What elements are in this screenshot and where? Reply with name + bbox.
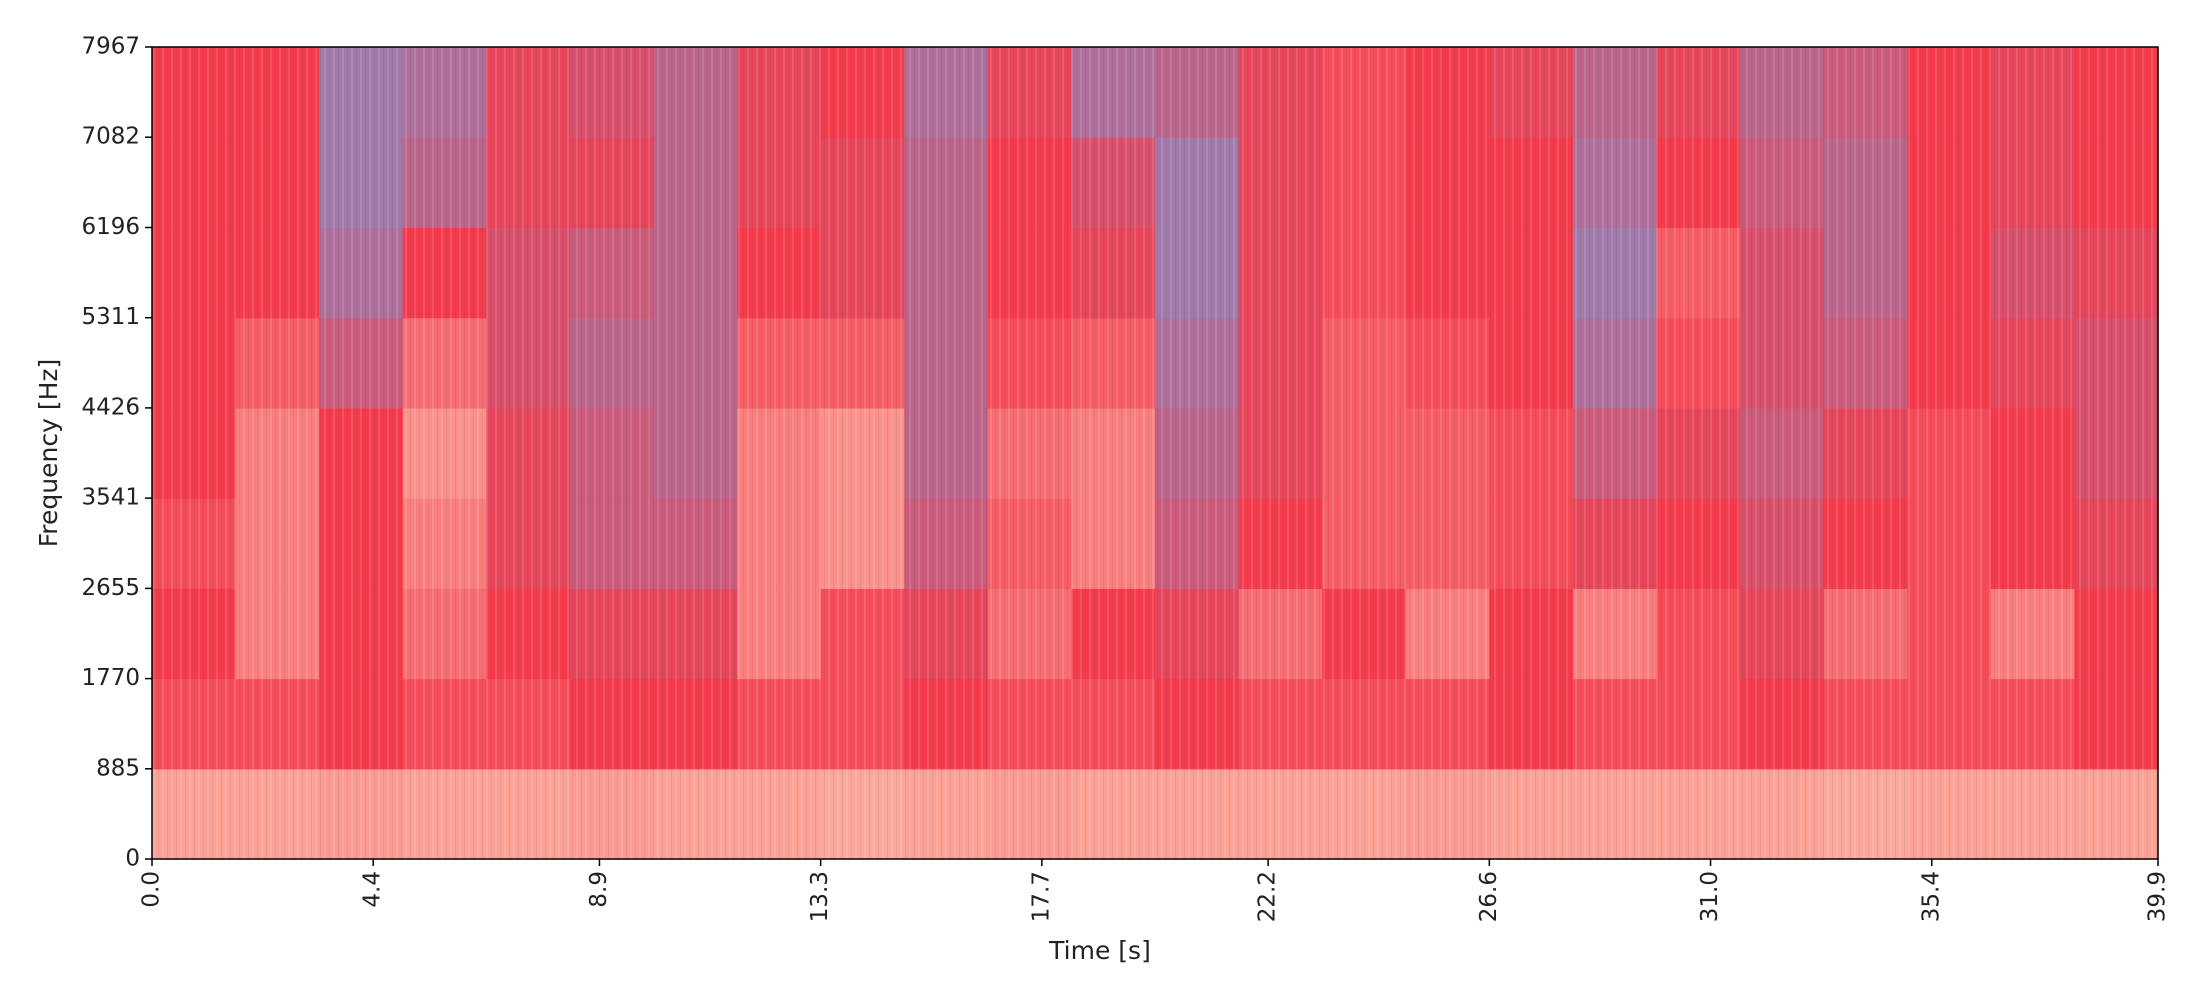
y-tick-label: 7082 xyxy=(81,124,140,150)
y-tick-label: 0 xyxy=(125,846,140,872)
x-tick-label: 8.9 xyxy=(586,871,612,908)
x-tick-label: 4.4 xyxy=(360,871,386,908)
y-tick-label: 5311 xyxy=(81,304,140,330)
y-axis-label: Frequency [Hz] xyxy=(34,359,63,548)
x-tick-label: 17.7 xyxy=(1028,871,1054,922)
x-tick-label: 26.6 xyxy=(1476,871,1502,922)
y-tick-label: 3541 xyxy=(81,485,140,511)
x-tick-label: 22.2 xyxy=(1255,871,1281,922)
x-tick-label: 39.9 xyxy=(2145,871,2171,922)
x-tick-label: 13.3 xyxy=(807,871,833,922)
y-tick-label: 7967 xyxy=(81,34,140,60)
y-tick-label: 885 xyxy=(96,755,140,781)
plot-frame xyxy=(151,46,2159,860)
texture xyxy=(152,47,2158,859)
x-tick-label: 35.4 xyxy=(1918,871,1944,922)
x-axis-label: Time [s] xyxy=(1048,936,1151,965)
y-tick-label: 1770 xyxy=(81,665,140,691)
x-tick-label: 0.0 xyxy=(139,871,165,908)
y-tick-label: 2655 xyxy=(81,575,140,601)
x-tick-label: 31.0 xyxy=(1697,871,1723,922)
y-tick-label: 4426 xyxy=(81,394,140,420)
y-tick-label: 6196 xyxy=(81,214,140,240)
